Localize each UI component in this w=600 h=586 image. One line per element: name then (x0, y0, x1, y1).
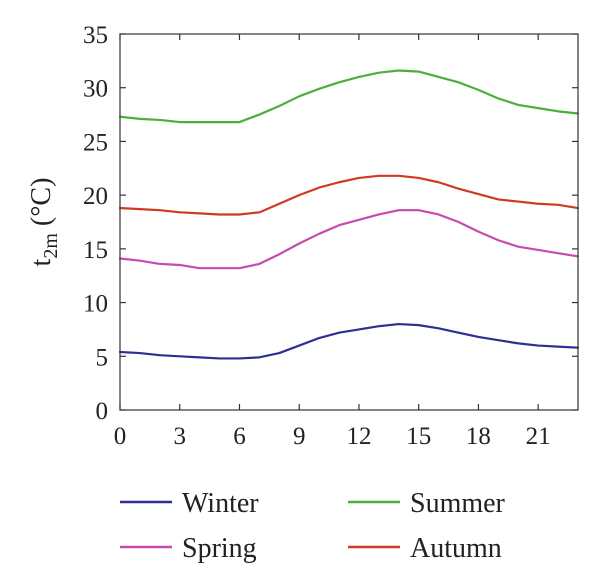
y-axis-title-subscript: 2m (40, 233, 62, 259)
series-layer (118, 69, 580, 360)
legend-label-winter: Winter (182, 488, 259, 519)
x-tick-label: 15 (406, 423, 431, 450)
series-line-summer (118, 69, 580, 124)
x-tick-label: 18 (466, 423, 491, 450)
y-tick-label: 0 (96, 398, 109, 425)
y-axis-title-main: t (26, 258, 57, 266)
y-axis-title-unit: (°C) (26, 178, 57, 234)
y-axis-title: t2m (°C) (26, 178, 62, 267)
series-line-autumn (118, 174, 580, 216)
legend: Winter Summer Spring Autumn (120, 488, 506, 564)
x-tick-label: 0 (114, 423, 127, 450)
series-line-spring (118, 209, 580, 270)
x-axis: 0 3 6 9 12 15 18 21 (114, 34, 551, 450)
y-tick-label: 30 (83, 76, 108, 103)
x-tick-label: 12 (346, 423, 371, 450)
x-tick-label: 3 (173, 423, 186, 450)
legend-label-summer: Summer (410, 488, 506, 519)
legend-label-autumn: Autumn (410, 533, 502, 564)
x-tick-label: 9 (293, 423, 306, 450)
x-tick-label: 6 (233, 423, 246, 450)
legend-label-spring: Spring (182, 533, 257, 564)
y-tick-label: 20 (83, 183, 108, 210)
y-tick-label: 10 (83, 291, 108, 318)
y-tick-label: 15 (83, 237, 108, 264)
series-line-winter (118, 322, 580, 360)
y-tick-label: 35 (83, 22, 108, 49)
x-tick-label: 21 (526, 423, 551, 450)
y-axis: 0 5 10 15 20 25 30 35 (83, 22, 578, 425)
plot-frame (119, 33, 579, 411)
y-tick-label: 5 (96, 344, 109, 371)
y-tick-label: 25 (83, 129, 108, 156)
